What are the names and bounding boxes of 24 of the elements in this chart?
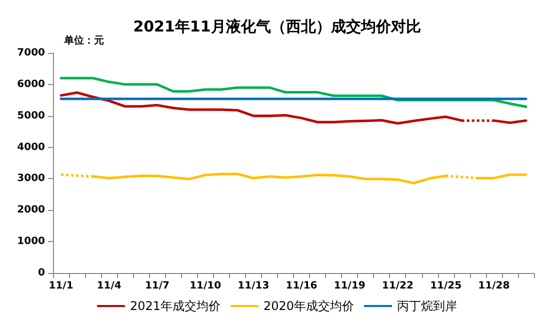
x-tick-label: 11/4 <box>96 280 122 292</box>
y-tick-label: 7000 <box>17 48 46 58</box>
line-series <box>60 76 528 108</box>
x-tick-label: 11/13 <box>238 280 270 292</box>
x-tick-label: 11/16 <box>286 280 318 292</box>
y-tick-label: 4000 <box>17 142 46 153</box>
y-tick-label: 5000 <box>17 110 46 122</box>
x-tick-label: 11/25 <box>430 280 462 292</box>
x-tick-label: 11/28 <box>478 280 510 292</box>
y-tick-label: 1000 <box>17 236 46 248</box>
y-tick-label: 6000 <box>17 78 46 90</box>
text: 单位：元 <box>63 34 104 46</box>
x-tick-label: 11/22 <box>382 280 414 292</box>
y-tick-label: 3000 <box>17 173 46 184</box>
legend-label: 2021年成交均价 <box>130 299 221 313</box>
x-tick-label: 11/1 <box>48 280 74 292</box>
x-tick-label: 11/7 <box>144 280 170 292</box>
y-tick-label: 2000 <box>17 204 46 216</box>
legend-label: 2020年成交均价 <box>264 299 354 313</box>
y-tick-label: 0 <box>38 268 46 278</box>
chart-title: 2021年11月液化气（西北）成交均价对比 <box>133 18 421 36</box>
x-tick-label: 11/19 <box>334 280 366 292</box>
x-tick-label: 11/10 <box>190 280 222 292</box>
legend-label: 丙丁烷到岸 <box>397 299 458 313</box>
